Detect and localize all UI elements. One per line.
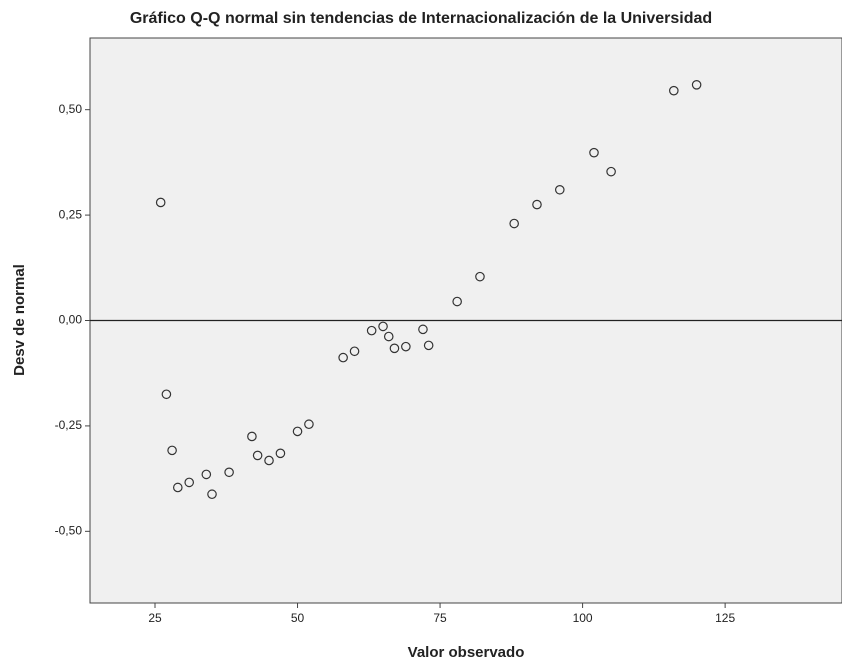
point	[304, 419, 314, 430]
y-axis-label: Desv de normal	[11, 264, 28, 376]
x-axis-label: Valor observado	[408, 644, 525, 661]
point	[554, 184, 565, 195]
point	[691, 80, 702, 90]
point	[669, 85, 679, 96]
point	[338, 352, 348, 363]
point	[264, 455, 274, 466]
point	[155, 197, 166, 208]
point	[201, 469, 212, 480]
point	[292, 426, 303, 437]
point	[606, 166, 616, 177]
point	[167, 445, 177, 456]
point	[383, 331, 394, 342]
y-tick-label: -0,25	[55, 418, 83, 432]
point	[389, 343, 400, 354]
y-tick-label: -0,50	[55, 523, 83, 537]
point	[349, 346, 360, 357]
point	[509, 218, 519, 229]
point	[378, 321, 388, 332]
point	[247, 431, 257, 442]
y-tick-label: 0,50	[59, 102, 83, 116]
chart-title: Gráfico Q-Q normal sin tendencias de Int…	[130, 10, 712, 27]
point	[589, 147, 599, 158]
point	[275, 448, 286, 459]
point	[224, 467, 234, 478]
x-tick-label: 75	[433, 611, 447, 625]
point	[423, 340, 434, 351]
point	[172, 482, 183, 493]
point	[366, 325, 377, 336]
y-tick-label: 0,00	[59, 313, 83, 327]
point	[161, 389, 172, 400]
x-tick-label: 50	[291, 611, 305, 625]
y-tick-label: 0,25	[59, 207, 83, 221]
x-tick-label: 100	[573, 611, 593, 625]
x-tick-label: 25	[148, 611, 162, 625]
point	[452, 296, 462, 307]
point	[401, 341, 411, 352]
point	[184, 477, 195, 488]
point	[252, 450, 263, 461]
point	[418, 324, 428, 335]
point	[532, 199, 542, 210]
point	[207, 489, 217, 500]
point	[475, 271, 485, 282]
x-tick-label: 125	[715, 611, 735, 625]
